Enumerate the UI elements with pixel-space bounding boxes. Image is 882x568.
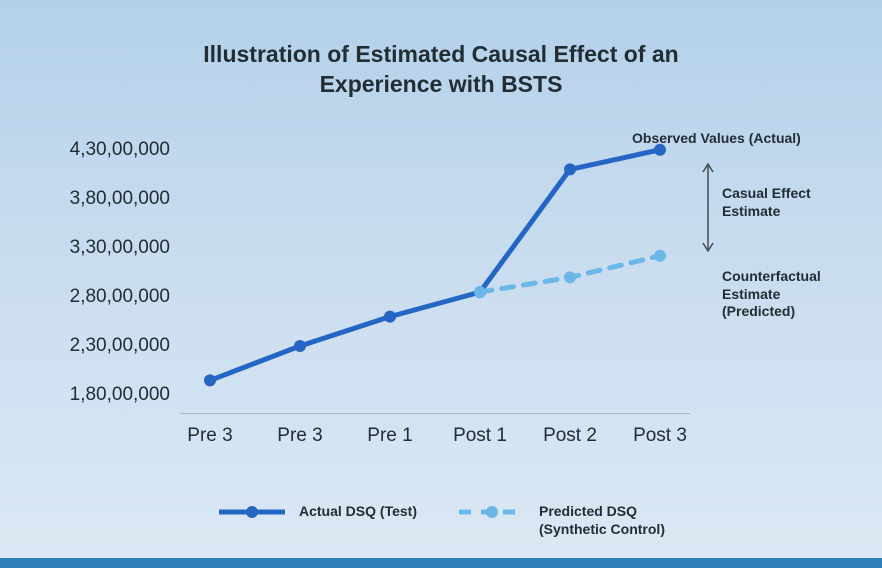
y-tick-label: 2,80,00,000: [10, 286, 170, 308]
legend-label-actual: Actual DSQ (Test): [299, 503, 417, 521]
title-line-2: Experience with BSTS: [320, 71, 563, 97]
annotation-observed: Observed Values (Actual): [632, 130, 801, 148]
x-tick-label: Post 1: [453, 425, 507, 447]
series-marker-predicted: [564, 271, 576, 283]
y-axis: 4,30,00,000 3,80,00,000 3,30,00,000 2,80,00…: [0, 140, 180, 460]
annotation-observed-text: Observed Values (Actual): [632, 130, 801, 146]
chart-area: 4,30,00,000 3,80,00,000 3,30,00,000 2,80,00…: [0, 140, 882, 460]
annotation-counter-line3: (Predicted): [722, 303, 795, 319]
legend-label-predicted: Predicted DSQ (Synthetic Control): [539, 503, 665, 538]
series-marker-actual: [204, 374, 216, 386]
causal-effect-arrow-icon: [700, 160, 716, 255]
y-tick-label: 3,30,00,000: [10, 237, 170, 259]
title-line-1: Illustration of Estimated Causal Effect …: [203, 41, 678, 67]
series-marker-predicted: [474, 286, 486, 298]
footer-strip: [0, 558, 882, 568]
x-tick-label: Pre 3: [187, 425, 232, 447]
plot-svg: [180, 140, 690, 400]
x-axis: Pre 3 Pre 3 Pre 1 Post 1 Post 2 Post 3: [180, 425, 690, 455]
y-tick-label: 3,80,00,000: [10, 188, 170, 210]
series-marker-actual: [294, 340, 306, 352]
series-marker-actual: [564, 163, 576, 175]
chart-title: Illustration of Estimated Causal Effect …: [0, 0, 882, 100]
annotation-causal: Casual Effect Estimate: [722, 185, 811, 220]
annotation-counter-line2: Estimate: [722, 286, 780, 302]
legend-swatch-predicted-icon: [457, 503, 527, 521]
y-tick-label: 2,30,00,000: [10, 335, 170, 357]
y-tick-label: 4,30,00,000: [10, 139, 170, 161]
x-tick-label: Post 2: [543, 425, 597, 447]
legend-item-actual: Actual DSQ (Test): [217, 503, 417, 521]
annotation-causal-line2: Estimate: [722, 203, 780, 219]
annotation-causal-line1: Casual Effect: [722, 185, 811, 201]
x-tick-label: Pre 1: [367, 425, 412, 447]
series-marker-predicted: [654, 250, 666, 262]
legend: Actual DSQ (Test) Predicted DSQ (Synthet…: [0, 503, 882, 538]
legend-item-predicted: Predicted DSQ (Synthetic Control): [457, 503, 665, 538]
annotation-counter-line1: Counterfactual: [722, 268, 821, 284]
y-tick-label: 1,80,00,000: [10, 384, 170, 406]
legend-swatch-actual-icon: [217, 503, 287, 521]
x-axis-baseline: [180, 413, 690, 414]
legend-label-predicted-line1: Predicted DSQ: [539, 503, 637, 519]
plot-region: [180, 140, 690, 400]
annotation-counterfactual: Counterfactual Estimate (Predicted): [722, 268, 821, 321]
x-tick-label: Pre 3: [277, 425, 322, 447]
legend-label-predicted-line2: (Synthetic Control): [539, 521, 665, 537]
series-marker-actual: [384, 311, 396, 323]
x-tick-label: Post 3: [633, 425, 687, 447]
series-line-actual: [210, 150, 660, 381]
